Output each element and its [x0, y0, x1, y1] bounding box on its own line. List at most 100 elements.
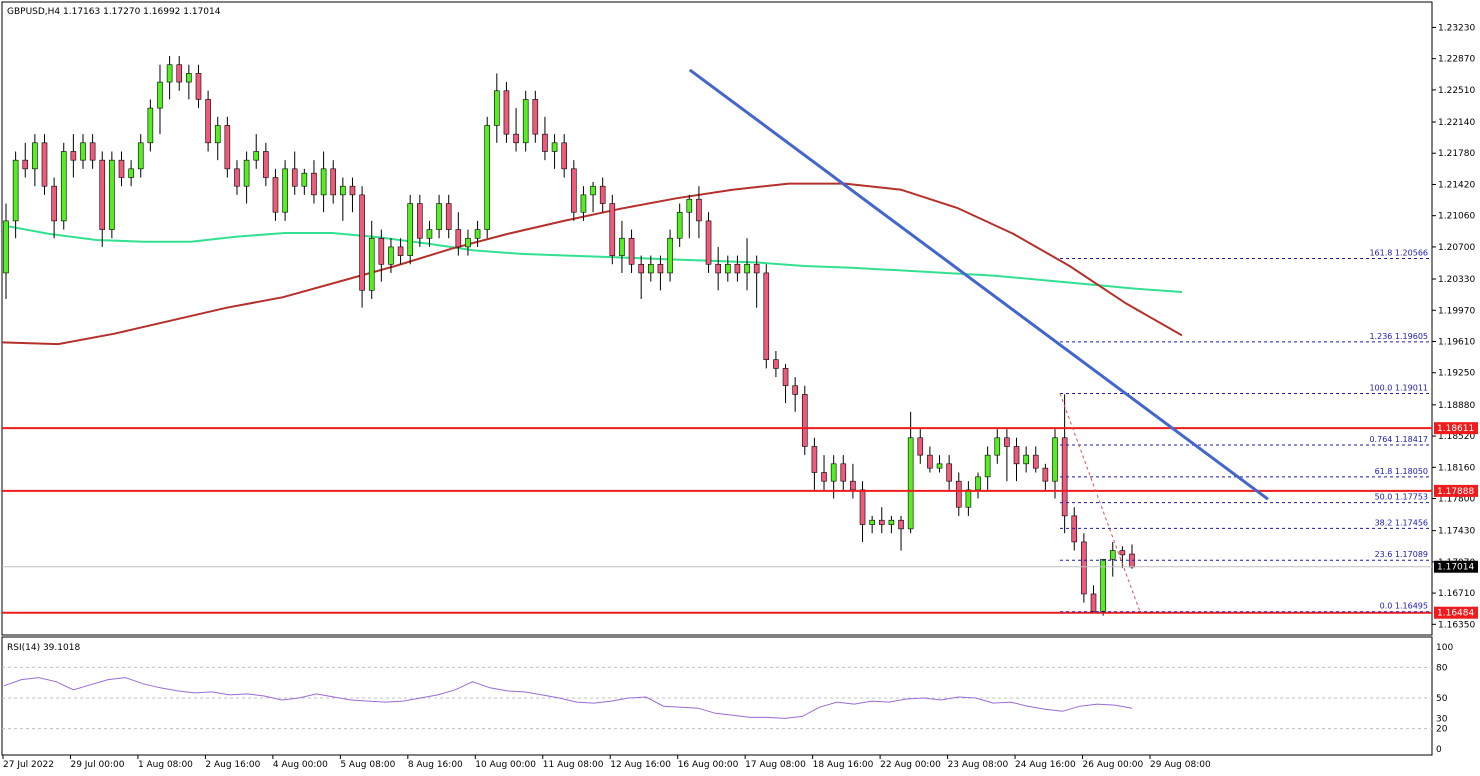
fib-anchor-line [1059, 393, 1141, 612]
x-tick-label: 29 Jul 00:00 [70, 760, 124, 770]
candle-body [195, 73, 202, 100]
candle-body [445, 203, 452, 230]
candle-body [205, 99, 211, 144]
candle-body [753, 263, 760, 274]
x-tick-label: 17 Aug 08:00 [745, 760, 806, 770]
candle-body [522, 99, 529, 144]
candle-body [157, 81, 163, 109]
candle-body [340, 185, 346, 196]
chart-header: GBPUSD,H4 1.17163 1.17270 1.16992 1.1701… [7, 7, 221, 17]
candle-body [648, 263, 654, 274]
candle-body [484, 125, 490, 230]
candle-body [1119, 550, 1126, 556]
candle-body [214, 125, 221, 144]
candle-body [792, 385, 798, 395]
fib-level-label: 100.0 1.19011 [1369, 383, 1428, 392]
candle-body [282, 168, 288, 213]
resistance-1-tag-bg [1434, 422, 1478, 435]
trend-lines [688, 68, 1269, 612]
candles [3, 56, 1135, 616]
y-tick-label: 1.19610 [1438, 337, 1475, 347]
x-tick-label: 16 Aug 00:00 [678, 760, 739, 770]
candle-body [936, 463, 943, 469]
candle-body [542, 133, 548, 152]
y-tick-label: 1.18160 [1438, 463, 1475, 473]
y-tick-label: 1.20330 [1438, 275, 1475, 285]
x-tick-label: 11 Aug 08:00 [543, 760, 604, 770]
rsi-tick-label: 0 [1436, 745, 1442, 755]
x-tick-label: 29 Aug 08:00 [1150, 760, 1211, 770]
x-tick-label: 22 Aug 00:00 [880, 760, 941, 770]
candle-body [773, 359, 779, 369]
candle-body [599, 185, 606, 204]
x-tick-label: 4 Aug 00:00 [273, 760, 328, 770]
candle-body [1081, 541, 1087, 595]
candle-body [330, 168, 337, 196]
fibonacci-levels: 161.8 1.20566 1.236 1.19605 100.0 1.19011 0… [1060, 249, 1432, 613]
candle-body [1013, 446, 1020, 465]
y-tick-label: 1.17430 [1438, 527, 1475, 537]
time-axis: 27 Jul 2022 29 Jul 00:00 1 Aug 08:00 2 Aug … [2, 755, 1211, 770]
candle-body [869, 519, 875, 525]
fib-level-label: 0.764 1.18417 [1369, 435, 1428, 444]
candle-body [311, 172, 317, 196]
rsi-line [3, 677, 1133, 719]
y-tick-label: 1.23230 [1438, 23, 1475, 33]
downtrend-line [688, 68, 1269, 501]
candle-body [1052, 437, 1058, 482]
candle-body [1090, 593, 1097, 612]
candle-body [551, 142, 558, 152]
y-tick-label: 1.22870 [1438, 55, 1475, 65]
x-tick-label: 1 Aug 08:00 [138, 760, 193, 770]
candle-body [850, 480, 856, 491]
candle-body [984, 454, 991, 478]
candle-body [417, 203, 423, 239]
y-tick-label: 1.18520 [1438, 432, 1475, 442]
rsi-tick-label: 20 [1436, 725, 1448, 735]
candle-body [734, 263, 741, 274]
candle-body [696, 198, 702, 222]
candle-body [465, 237, 471, 248]
candle-body [840, 463, 847, 482]
candle-body [946, 463, 952, 482]
candle-body [686, 198, 693, 213]
x-tick-label: 27 Jul 2022 [3, 760, 54, 770]
candle-body [272, 177, 279, 213]
ma-slow-line [1, 224, 1183, 293]
x-tick-label: 26 Aug 00:00 [1083, 760, 1144, 770]
candle-body [859, 489, 866, 525]
candle-body [137, 142, 144, 170]
fib-level-label: 61.8 1.18050 [1375, 467, 1428, 476]
candle-body [359, 194, 365, 291]
current-price-tag: 1.17014 [1437, 563, 1474, 573]
y-tick-label: 1.20700 [1438, 243, 1475, 253]
candle-body [609, 203, 616, 256]
candle-body [917, 437, 924, 456]
candle-body [349, 185, 356, 196]
main-plot-frame [1, 1, 1433, 636]
fib-level-label: 1.236 1.19605 [1369, 332, 1428, 341]
candle-body [628, 237, 635, 265]
fib-level-label: 38.2 1.17456 [1375, 518, 1428, 527]
y-tick-label: 1.18880 [1438, 401, 1475, 411]
candle-body [407, 203, 414, 256]
x-tick-label: 2 Aug 16:00 [205, 760, 260, 770]
candle-body [60, 151, 67, 222]
candle-body [580, 194, 587, 213]
fib-level-label: 23.6 1.17089 [1375, 550, 1428, 559]
price-axis: 1.23230 1.22870 1.22510 1.22140 1.21780 1.214… [1432, 23, 1475, 630]
x-tick-label: 24 Aug 16:00 [1015, 760, 1076, 770]
candle-body [243, 159, 250, 187]
candle-body [263, 151, 269, 178]
candle-body [590, 185, 596, 196]
y-tick-label: 1.16350 [1438, 620, 1475, 630]
candle-body [109, 159, 115, 230]
x-tick-label: 12 Aug 16:00 [610, 760, 671, 770]
candle-body [80, 142, 86, 161]
candle-body [41, 142, 48, 187]
candle-body [1032, 454, 1039, 469]
candle-body [234, 168, 240, 187]
support-tag: 1.16484 [1437, 609, 1474, 619]
candle-body [474, 229, 481, 239]
